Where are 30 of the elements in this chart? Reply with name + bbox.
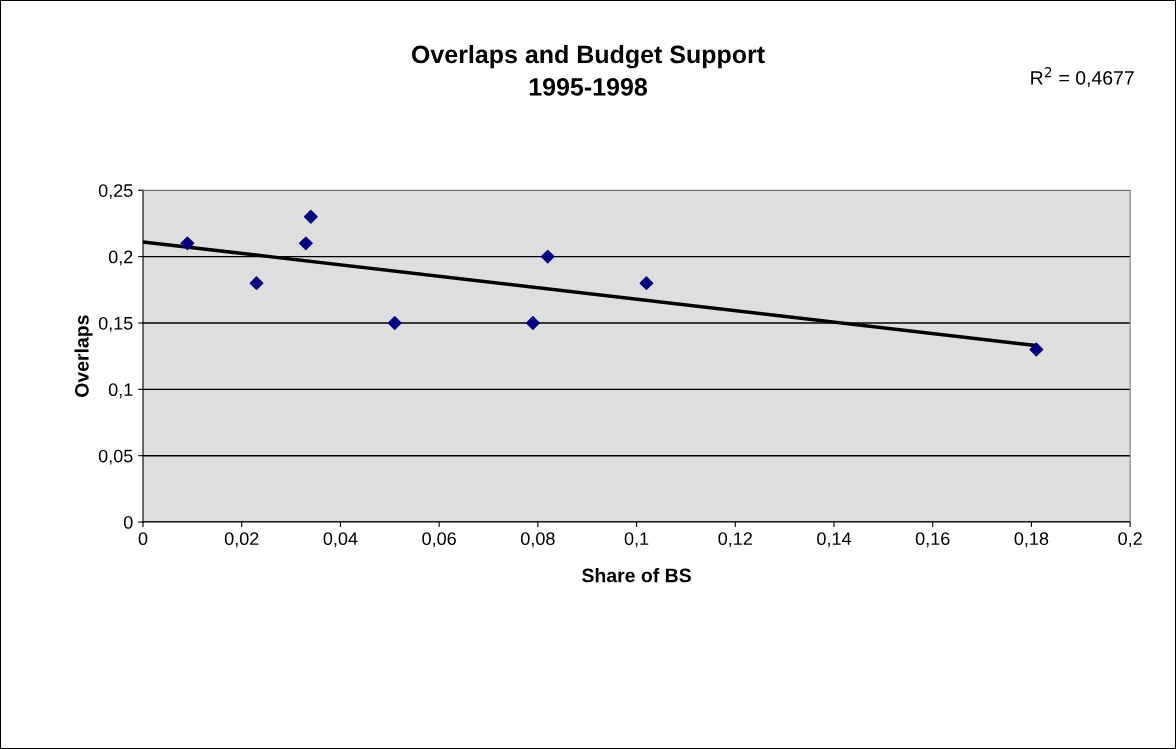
y-tick-label: 0,15 [98, 316, 133, 332]
x-tick-label: 0,16 [915, 532, 950, 548]
y-axis-title: Overlaps [74, 315, 93, 397]
y-tick-label: 0,05 [98, 449, 133, 465]
point [387, 316, 402, 330]
point [298, 236, 313, 251]
x-tick-label: 0,18 [1014, 532, 1049, 548]
point [526, 316, 540, 330]
y-tick-label: 0,2 [108, 250, 133, 266]
x-tick-label: 0,1 [624, 532, 649, 548]
x-tick-label: 0,02 [224, 532, 259, 548]
point [180, 236, 195, 251]
x-tick-label: 0,06 [422, 532, 456, 548]
point [249, 276, 264, 291]
point [639, 276, 654, 291]
x-tick-label: 0,2 [1118, 532, 1142, 548]
point [303, 209, 318, 224]
y-tick-label: 0,1 [108, 383, 133, 399]
x-tick-label: 0 [138, 532, 148, 546]
x-tick-label: 0,08 [520, 532, 555, 548]
y-tick-label: 0,25 [98, 184, 133, 200]
x-axis-title: Share of BS [582, 568, 691, 583]
chart-title: Overlaps and Budget Support 1995-1998 [411, 44, 765, 96]
x-tick-label: 0,12 [718, 532, 752, 548]
text: R$^{2}$ = 0,4677 [1031, 67, 1134, 88]
point [540, 249, 555, 264]
point [1029, 342, 1044, 357]
y-tick-label: 0 [123, 515, 133, 529]
x-tick-label: 0,14 [817, 532, 852, 548]
x-tick-label: 0,04 [323, 532, 358, 548]
